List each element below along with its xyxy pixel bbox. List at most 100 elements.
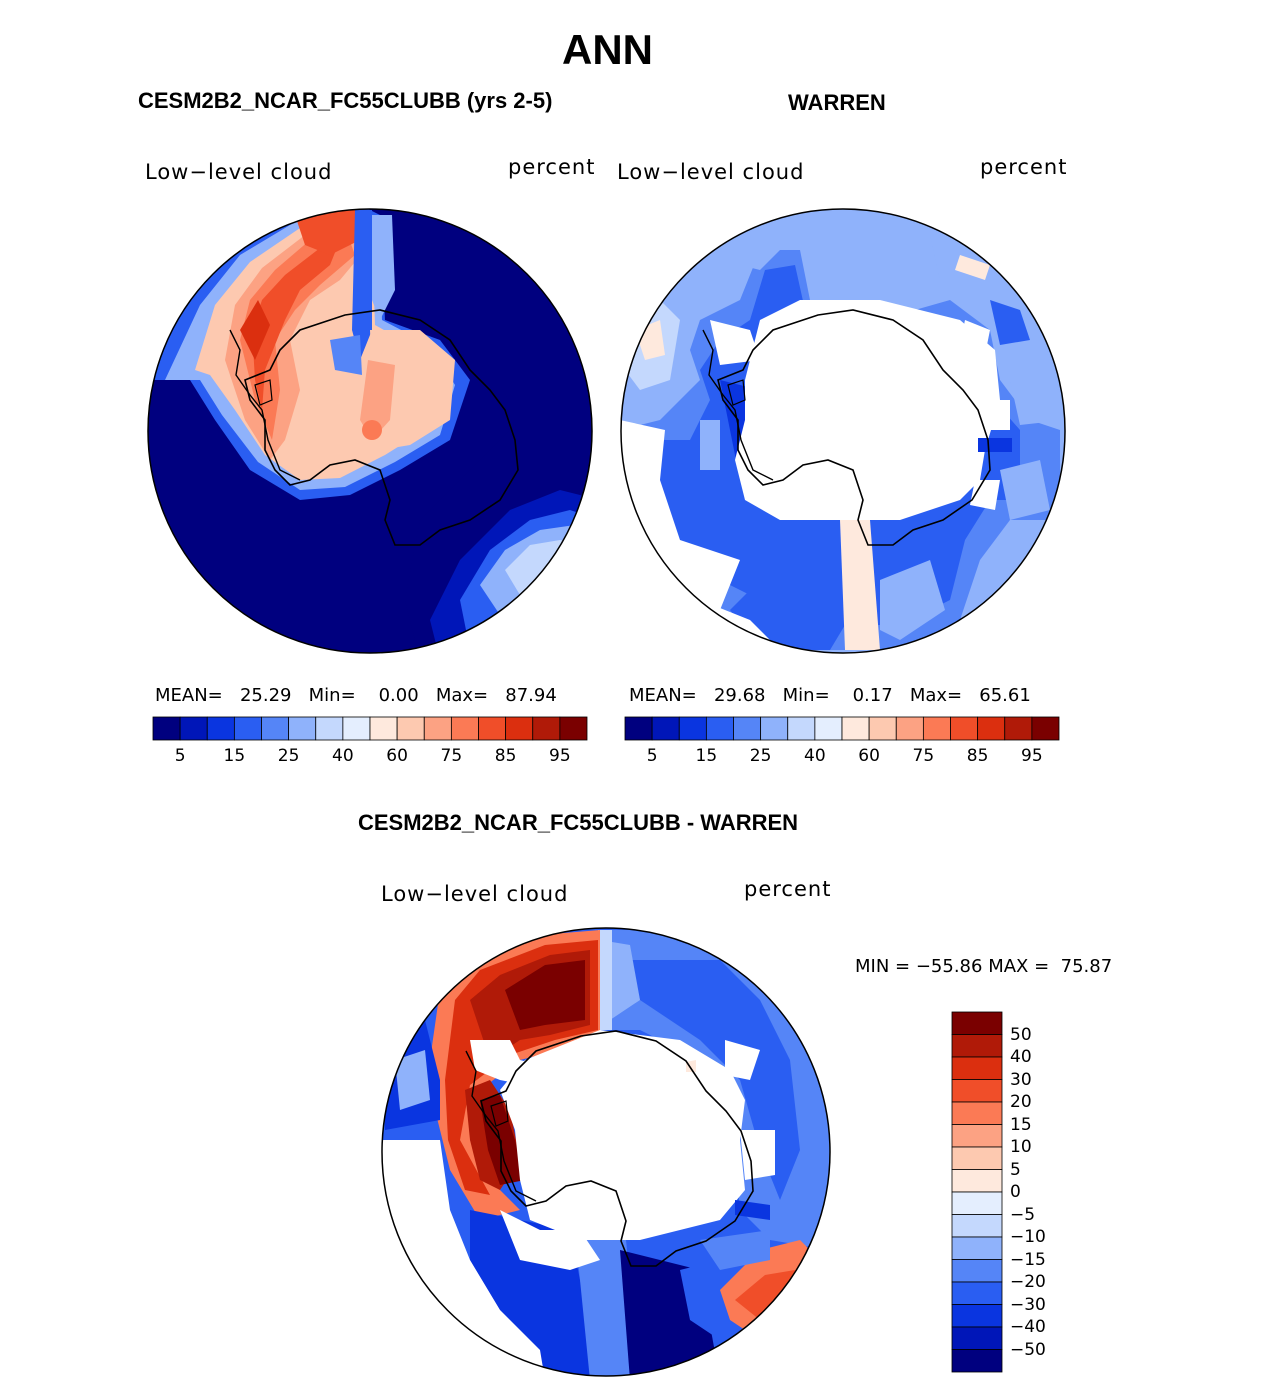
diff-colorbar-tick: −20 bbox=[1010, 1272, 1046, 1292]
obs-map bbox=[620, 208, 1066, 654]
model-colorbar-swatch bbox=[206, 716, 235, 741]
diff-colorbar-swatch bbox=[951, 1326, 1003, 1350]
diff-variable-label: Low−level cloud bbox=[381, 882, 569, 906]
obs-max-label: Max= bbox=[909, 685, 963, 706]
model-colorbar-swatch bbox=[505, 716, 534, 741]
model-min-label: Min= bbox=[308, 685, 356, 706]
diff-colorbar-tick: −50 bbox=[1010, 1339, 1046, 1360]
obs-panel-title: WARREN bbox=[788, 90, 886, 115]
model-colorbar-tick: 60 bbox=[386, 746, 408, 766]
model-colorbar-tick: 95 bbox=[549, 746, 571, 766]
model-mean-value: 25.29 bbox=[239, 685, 292, 706]
model-colorbar-swatch bbox=[179, 716, 208, 741]
diff-max-label: MAX = bbox=[988, 956, 1050, 977]
diff-colorbar-tick: −15 bbox=[1010, 1249, 1046, 1270]
obs-colorbar bbox=[624, 716, 1060, 741]
diff-colorbar-swatch bbox=[951, 1169, 1003, 1193]
diff-colorbar-tick: 0 bbox=[1010, 1182, 1021, 1202]
model-colorbar-swatch bbox=[478, 716, 507, 741]
diff-colorbar-tick: 10 bbox=[1010, 1137, 1032, 1157]
diff-colorbar-swatch bbox=[951, 1236, 1003, 1260]
obs-max-value: 65.61 bbox=[979, 685, 1031, 706]
model-map bbox=[147, 208, 593, 654]
figure-title: ANN bbox=[562, 26, 653, 73]
obs-colorbar-swatch bbox=[922, 716, 951, 741]
model-panel-title: CESM2B2_NCAR_FC55CLUBB (yrs 2-5) bbox=[138, 88, 553, 113]
diff-colorbar-swatch bbox=[951, 1304, 1003, 1328]
obs-min-value: 0.17 bbox=[852, 685, 893, 706]
obs-colorbar-swatch bbox=[841, 716, 870, 741]
obs-colorbar-tick: 5 bbox=[646, 746, 658, 766]
model-colorbar bbox=[152, 716, 588, 741]
obs-colorbar-swatch bbox=[950, 716, 979, 741]
obs-colorbar-swatch bbox=[733, 716, 762, 741]
diff-colorbar-swatch bbox=[951, 1124, 1003, 1148]
obs-colorbar-tick: 15 bbox=[695, 746, 718, 766]
obs-colorbar-tick: 75 bbox=[912, 746, 935, 766]
diff-panel-title: CESM2B2_NCAR_FC55CLUBB - WARREN bbox=[358, 810, 799, 835]
model-colorbar-swatch bbox=[342, 716, 371, 741]
obs-colorbar-swatch bbox=[678, 716, 707, 741]
model-colorbar-swatch bbox=[423, 716, 452, 741]
obs-colorbar-swatch bbox=[760, 716, 789, 741]
model-max-value: 87.94 bbox=[505, 685, 557, 706]
diff-min-label: MIN = bbox=[855, 956, 911, 977]
obs-min-label: Min= bbox=[782, 685, 830, 706]
diff-units-label: percent bbox=[744, 877, 832, 901]
diff-min-value: −55.86 bbox=[915, 956, 983, 977]
obs-variable-label: Low−level cloud bbox=[617, 160, 805, 184]
diff-colorbar-swatch bbox=[951, 1011, 1003, 1035]
model-colorbar-tick: 15 bbox=[223, 746, 246, 766]
model-colorbar-swatch bbox=[396, 716, 425, 741]
model-colorbar-swatch bbox=[233, 716, 262, 741]
model-mean-label: MEAN= bbox=[155, 685, 223, 706]
diff-colorbar-swatch bbox=[951, 1146, 1003, 1170]
obs-colorbar-swatch bbox=[624, 716, 653, 741]
diff-colorbar-tick: 40 bbox=[1010, 1047, 1032, 1067]
obs-colorbar-swatch bbox=[814, 716, 843, 741]
model-colorbar-tick: 40 bbox=[332, 746, 354, 766]
diff-colorbar-tick: 5 bbox=[1010, 1159, 1021, 1180]
model-stats: MEAN= 25.29 Min= 0.00 Max= 87.94 bbox=[155, 685, 557, 706]
model-colorbar-tick: 5 bbox=[174, 746, 186, 766]
diff-colorbar-swatch bbox=[951, 1281, 1003, 1305]
obs-mean-label: MEAN= bbox=[629, 685, 697, 706]
diff-colorbar-swatch bbox=[951, 1349, 1003, 1373]
model-variable-label: Low−level cloud bbox=[145, 160, 333, 184]
obs-mean-value: 29.68 bbox=[713, 685, 766, 706]
obs-colorbar-swatch bbox=[1031, 716, 1060, 741]
model-colorbar-swatch bbox=[152, 716, 181, 741]
diff-colorbar-tick: −40 bbox=[1010, 1317, 1046, 1337]
obs-colorbar-tick: 25 bbox=[749, 746, 772, 766]
diff-colorbar-tick: −30 bbox=[1010, 1294, 1046, 1315]
model-colorbar-tick: 85 bbox=[494, 746, 517, 766]
model-colorbar-swatch bbox=[450, 716, 479, 741]
obs-colorbar-tick: 40 bbox=[804, 746, 826, 766]
model-units-label: percent bbox=[508, 155, 596, 179]
model-colorbar-tick: 75 bbox=[440, 746, 463, 766]
diff-colorbar-swatch bbox=[951, 1079, 1003, 1103]
obs-colorbar-swatch bbox=[705, 716, 734, 741]
diff-colorbar-tick: 15 bbox=[1010, 1114, 1032, 1135]
diff-colorbar-tick: 50 bbox=[1010, 1024, 1032, 1045]
diff-max-value: 75.87 bbox=[1060, 956, 1113, 977]
model-colorbar-swatch bbox=[369, 716, 398, 741]
diff-colorbar-swatch bbox=[951, 1101, 1003, 1125]
diff-colorbar-swatch bbox=[951, 1214, 1003, 1238]
obs-colorbar-swatch bbox=[1004, 716, 1033, 741]
model-min-value: 0.00 bbox=[378, 685, 419, 706]
diff-colorbar-swatch bbox=[951, 1191, 1003, 1215]
diff-colorbar bbox=[951, 1011, 1003, 1373]
diff-colorbar-tick: −10 bbox=[1010, 1227, 1046, 1247]
diff-colorbar-swatch bbox=[951, 1034, 1003, 1058]
diff-stats: MIN = −55.86 MAX = 75.87 bbox=[855, 956, 1112, 977]
model-max-label: Max= bbox=[435, 685, 489, 706]
diff-colorbar-tick: −5 bbox=[1010, 1204, 1036, 1225]
model-colorbar-swatch bbox=[288, 716, 317, 741]
obs-colorbar-swatch bbox=[651, 716, 680, 741]
obs-colorbar-tick: 85 bbox=[966, 746, 989, 766]
obs-colorbar-swatch bbox=[787, 716, 816, 741]
model-colorbar-swatch bbox=[261, 716, 290, 741]
model-colorbar-swatch bbox=[532, 716, 561, 741]
